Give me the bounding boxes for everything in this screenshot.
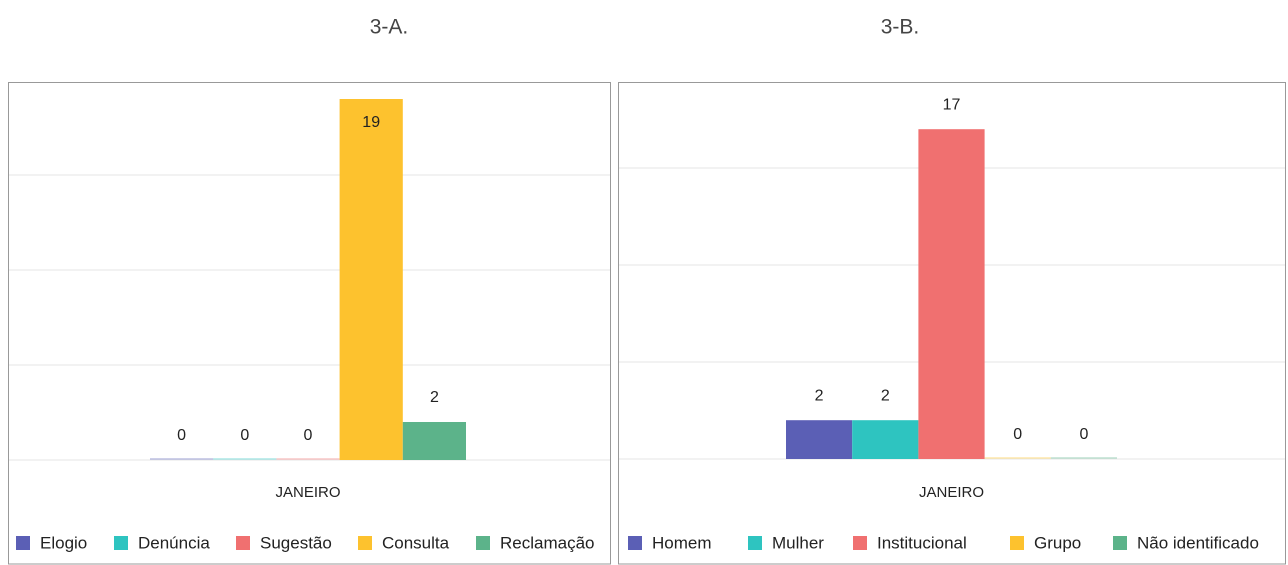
bar bbox=[918, 129, 985, 459]
legend-label: Institucional bbox=[877, 533, 967, 552]
legend-label: Consulta bbox=[382, 533, 450, 552]
legend-swatch bbox=[1113, 536, 1127, 550]
bar bbox=[852, 420, 919, 459]
legend-swatch bbox=[748, 536, 762, 550]
legend-swatch bbox=[476, 536, 490, 550]
data-label: 0 bbox=[240, 427, 249, 444]
bar bbox=[339, 99, 403, 460]
legend-label: Sugestão bbox=[260, 533, 332, 552]
bar bbox=[276, 458, 340, 460]
data-label: 0 bbox=[1013, 426, 1022, 443]
chart-title: 3-B. bbox=[881, 16, 920, 39]
legend-swatch bbox=[114, 536, 128, 550]
x-tick-label: JANEIRO bbox=[919, 484, 984, 501]
data-label: 2 bbox=[815, 387, 824, 404]
legend-swatch bbox=[358, 536, 372, 550]
data-label: 0 bbox=[177, 427, 186, 444]
data-label: 2 bbox=[881, 387, 890, 404]
bar bbox=[984, 457, 1051, 459]
data-label: 0 bbox=[1079, 426, 1088, 443]
data-label: 2 bbox=[430, 389, 439, 406]
legend-label: Não identificado bbox=[1137, 533, 1259, 552]
bar bbox=[786, 420, 853, 459]
bar bbox=[1050, 457, 1117, 459]
legend-label: Reclamação bbox=[500, 533, 595, 552]
data-label: 17 bbox=[943, 96, 961, 113]
legend-swatch bbox=[236, 536, 250, 550]
data-label: 19 bbox=[362, 114, 380, 131]
legend-label: Grupo bbox=[1034, 533, 1081, 552]
bar bbox=[150, 458, 214, 460]
legend-label: Mulher bbox=[772, 533, 824, 552]
legend-swatch bbox=[853, 536, 867, 550]
legend-label: Homem bbox=[652, 533, 712, 552]
bar bbox=[402, 422, 466, 460]
legend-label: Elogio bbox=[40, 533, 87, 552]
panel bbox=[618, 82, 1286, 565]
x-tick-label: JANEIRO bbox=[275, 484, 340, 501]
legend-swatch bbox=[1010, 536, 1024, 550]
bar bbox=[213, 458, 277, 460]
legend-label: Denúncia bbox=[138, 533, 210, 552]
chart-title: 3-A. bbox=[370, 16, 409, 39]
legend-swatch bbox=[628, 536, 642, 550]
data-label: 0 bbox=[304, 427, 313, 444]
panel bbox=[8, 82, 611, 565]
legend-swatch bbox=[16, 536, 30, 550]
